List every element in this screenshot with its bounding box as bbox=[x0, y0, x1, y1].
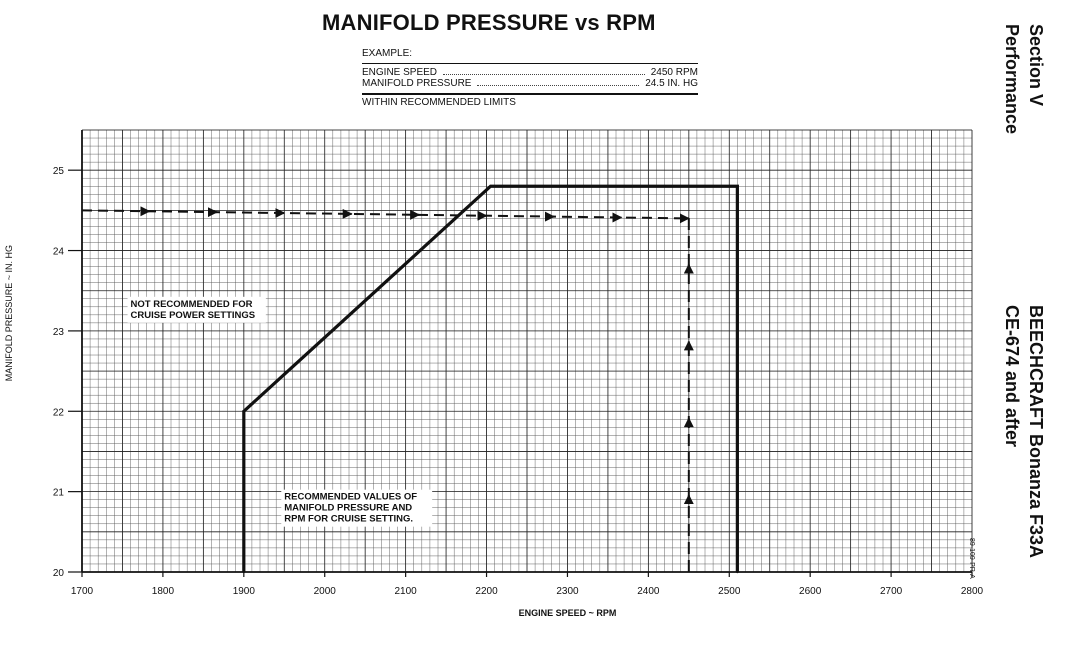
y-tick-label: 20 bbox=[53, 568, 65, 579]
chart-title: MANIFOLD PRESSURE vs RPM bbox=[322, 10, 656, 35]
section-heading: Section V Performance bbox=[1000, 24, 1048, 134]
x-tick-label: 2200 bbox=[475, 586, 498, 597]
y-tick-label: 21 bbox=[53, 488, 65, 499]
example-path bbox=[81, 206, 694, 572]
envelope-vertex bbox=[489, 185, 492, 188]
annotation-text: RECOMMENDED VALUES OF bbox=[284, 492, 417, 503]
x-axis-label: ENGINE SPEED ~ RPM bbox=[519, 608, 617, 618]
example-box: EXAMPLE: ENGINE SPEED 2450 RPM MANIFOLD … bbox=[362, 48, 698, 108]
envelope-vertex bbox=[242, 410, 246, 413]
chart-grid bbox=[81, 129, 973, 573]
x-tick-label: 2000 bbox=[314, 586, 337, 597]
example-divider bbox=[362, 93, 698, 95]
leader-dots bbox=[443, 67, 645, 75]
brand-line-1: BEECHCRAFT Bonanza F33A bbox=[1026, 305, 1046, 559]
annotation-text: NOT RECOMMENDED FOR bbox=[131, 299, 253, 310]
example-manifold-pressure-value: 24.5 IN. HG bbox=[645, 78, 698, 89]
x-tick-label: 2500 bbox=[718, 586, 741, 597]
annotation-background bbox=[127, 296, 266, 323]
example-engine-speed-value: 2450 RPM bbox=[650, 67, 698, 78]
example-label: EXAMPLE: bbox=[362, 48, 413, 59]
x-tick-label: 1700 bbox=[71, 586, 94, 597]
envelope-vertex bbox=[242, 570, 246, 574]
chart-series bbox=[242, 184, 739, 574]
leader-dots bbox=[477, 78, 640, 86]
example-engine-speed-row: ENGINE SPEED 2450 RPM bbox=[362, 67, 698, 78]
y-tick-label: 22 bbox=[53, 407, 65, 418]
annotation-text: MANIFOLD PRESSURE AND bbox=[284, 503, 412, 514]
y-tick-label: 23 bbox=[53, 327, 65, 338]
brand-line-2: CE-674 and after bbox=[1002, 305, 1022, 448]
annotation-text: CRUISE POWER SETTINGS bbox=[131, 310, 256, 321]
annotation-text: RPM FOR CRUISE SETTING. bbox=[284, 514, 413, 525]
chart-tick-labels: 1700 1800 1900 2000 2100 2200 2300 2400 2500 2600… bbox=[53, 166, 984, 618]
example-within-text: WITHIN RECOMMENDED LIMITS bbox=[362, 97, 516, 108]
example-divider bbox=[362, 63, 698, 64]
y-tick-label: 25 bbox=[53, 166, 65, 177]
x-tick-label: 1900 bbox=[233, 586, 256, 597]
y-axis-label: MANIFOLD PRESSURE ~ IN. HG bbox=[4, 245, 14, 382]
x-tick-label: 2400 bbox=[637, 586, 660, 597]
example-horizontal-line bbox=[81, 209, 689, 220]
example-manifold-pressure-label: MANIFOLD PRESSURE bbox=[362, 78, 472, 89]
y-tick-label: 24 bbox=[53, 247, 65, 258]
example-engine-speed-label: ENGINE SPEED bbox=[362, 67, 438, 78]
envelope-vertex bbox=[736, 570, 739, 574]
figure-number: 89-109-PR-A bbox=[968, 538, 975, 579]
x-tick-label: 2700 bbox=[880, 586, 903, 597]
section-line-2: Performance bbox=[1002, 24, 1022, 135]
x-tick-label: 2100 bbox=[395, 586, 418, 597]
x-tick-label: 2600 bbox=[799, 586, 822, 597]
x-tick-label: 2300 bbox=[556, 586, 579, 597]
annotation-background bbox=[281, 489, 433, 527]
aircraft-model-heading: BEECHCRAFT Bonanza F33A CE-674 and after bbox=[1000, 305, 1048, 558]
x-tick-label: 2800 bbox=[961, 586, 984, 597]
section-line-1: Section V bbox=[1026, 24, 1046, 107]
example-manifold-pressure-row: MANIFOLD PRESSURE 24.5 IN. HG bbox=[362, 78, 698, 89]
envelope-vertex bbox=[736, 185, 739, 188]
chart-axes bbox=[68, 130, 973, 577]
x-tick-label: 1800 bbox=[152, 586, 175, 597]
